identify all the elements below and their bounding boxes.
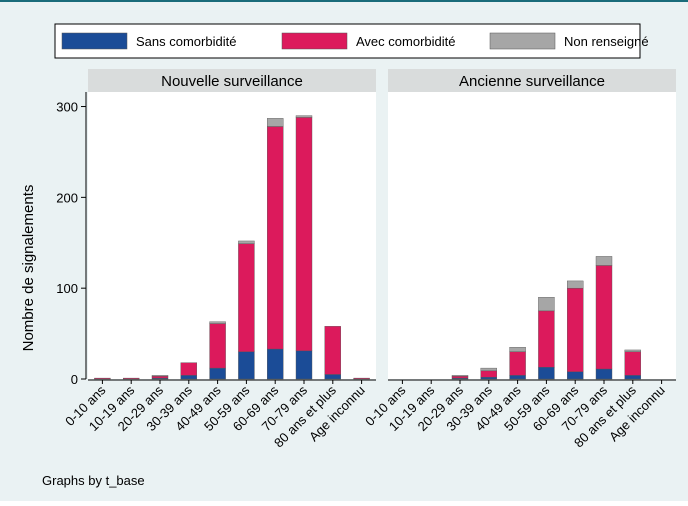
- bar-segment: [267, 126, 284, 350]
- note: Graphs by t_base: [42, 473, 145, 488]
- bar-segment: [595, 368, 613, 380]
- bar-segment: [567, 287, 584, 372]
- bar-segment: [624, 349, 641, 352]
- panel-title: Ancienne surveillance: [459, 73, 605, 90]
- bar-segment: [324, 374, 341, 380]
- legend-label: Sans comorbidité: [136, 34, 236, 49]
- y-tick-label: 300: [56, 100, 78, 115]
- bar-segment: [509, 351, 526, 376]
- legend-label: Avec comorbidité: [356, 34, 455, 49]
- bar-segment: [451, 375, 469, 377]
- bar-segment: [567, 371, 584, 380]
- legend-swatch: [489, 32, 556, 50]
- bar-segment: [151, 375, 169, 377]
- bar-segment: [538, 297, 555, 312]
- bar-segment: [480, 370, 497, 378]
- bar-segment: [353, 377, 370, 380]
- legend-swatch: [281, 32, 348, 50]
- bar-segment: [480, 367, 497, 372]
- bar-segment: [295, 117, 313, 352]
- bar-segment: [451, 376, 469, 379]
- bar-segment: [509, 347, 526, 352]
- bar-segment: [324, 326, 341, 375]
- bar-segment: [238, 240, 255, 244]
- bar-segment: [180, 375, 198, 380]
- bar-segment: [238, 243, 255, 352]
- bar-segment: [567, 280, 584, 289]
- bar-segment: [180, 362, 198, 376]
- bar-segment: [595, 256, 613, 266]
- bar-segment: [480, 376, 497, 380]
- bar-segment: [295, 350, 313, 380]
- y-tick-label: 0: [71, 372, 78, 387]
- bar-segment: [295, 115, 313, 118]
- y-axis-label: Nombre de signalements: [20, 185, 37, 352]
- bar-segment: [209, 321, 226, 324]
- panel-title: Nouvelle surveillance: [161, 73, 303, 90]
- bar-segment: [238, 351, 255, 380]
- bar-segment: [538, 366, 555, 380]
- y-tick-label: 200: [56, 190, 78, 205]
- y-tick-label: 100: [56, 281, 78, 296]
- bar-segment: [595, 265, 613, 370]
- bar-segment: [94, 377, 111, 380]
- legend-swatch: [61, 32, 128, 50]
- panel-header: [388, 69, 676, 92]
- bar-segment: [624, 375, 641, 380]
- bar-segment: [122, 377, 140, 380]
- bar-segment: [538, 310, 555, 368]
- plot-area: [388, 92, 676, 379]
- bar-segment: [624, 351, 641, 376]
- bar-segment: [209, 367, 226, 380]
- bar-segment: [509, 375, 526, 380]
- legend-label: Non renseigné: [564, 34, 649, 49]
- bar-segment: [151, 376, 169, 379]
- bar-segment: [267, 118, 284, 127]
- bar-segment: [267, 348, 284, 380]
- bar-segment: [209, 323, 226, 369]
- panel-header: [88, 69, 376, 92]
